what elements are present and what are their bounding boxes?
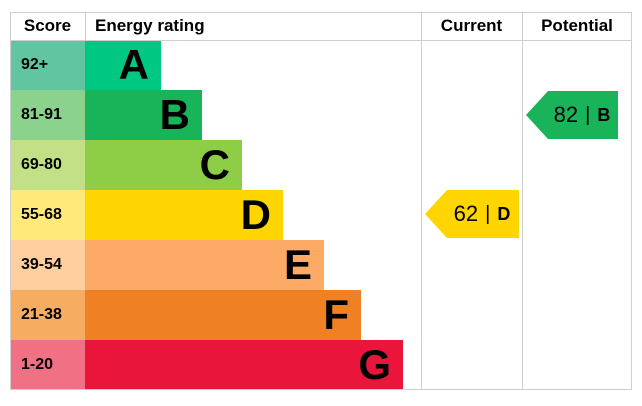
potential-rating-text: 82 | B: [546, 91, 618, 139]
score-range-e: 39-54: [10, 240, 85, 290]
score-range-label: 69-80: [21, 156, 62, 173]
band-row-e: 39-54 E: [10, 240, 324, 290]
band-bar-f: F: [85, 290, 361, 340]
score-range-f: 21-38: [10, 290, 85, 340]
score-range-label: 1-20: [21, 356, 54, 373]
header-score: Score: [23, 16, 72, 35]
band-row-f: 21-38 F: [10, 290, 361, 340]
separator: |: [485, 202, 491, 225]
current-rating-text: 62 | D: [445, 190, 519, 238]
potential-score: 82: [553, 102, 579, 127]
band-bar-d: D: [85, 190, 283, 240]
column-divider-current: [421, 12, 422, 390]
arrow-shape: [425, 190, 519, 238]
header-potential: Potential: [541, 16, 613, 35]
score-range-b: 81-91: [10, 90, 85, 140]
score-range-label: 55-68: [21, 206, 62, 223]
band-letter: F: [323, 291, 349, 338]
band-letter: E: [283, 241, 312, 288]
score-range-label: 21-38: [21, 306, 62, 323]
band-letter: G: [358, 341, 391, 388]
potential-band: B: [597, 104, 611, 125]
header-current: Current: [440, 16, 503, 35]
score-range-label: 81-91: [21, 106, 62, 123]
band-row-a: 92+ A: [10, 40, 161, 90]
band-row-g: 1-20 G: [10, 340, 403, 390]
band-bar-e: E: [85, 240, 324, 290]
potential-rating-arrow: 82 | B: [526, 91, 618, 139]
score-range-g: 1-20: [10, 340, 85, 390]
band-row-c: 69-80 C: [10, 140, 242, 190]
header-underline: [10, 40, 632, 41]
band-row-b: 81-91 B: [10, 90, 202, 140]
current-score: 62: [453, 201, 479, 226]
column-divider-potential: [522, 12, 523, 390]
separator: |: [585, 103, 591, 126]
band-bar-b: B: [85, 90, 202, 140]
band-letter: D: [240, 191, 271, 238]
arrow-shape: [526, 91, 618, 139]
band-bar-g: G: [85, 340, 403, 390]
band-bar-c: C: [85, 140, 242, 190]
current-rating-arrow: 62 | D: [425, 190, 519, 238]
header-energy-rating: Energy rating: [95, 16, 205, 35]
column-divider-score: [85, 12, 86, 40]
band-letter: B: [159, 91, 190, 138]
band-letter: C: [199, 141, 230, 188]
score-range-a: 92+: [10, 40, 85, 90]
band-row-d: 55-68 D: [10, 190, 283, 240]
current-band: D: [497, 203, 511, 224]
band-bar-a: A: [85, 40, 161, 90]
score-range-d: 55-68: [10, 190, 85, 240]
score-range-label: 39-54: [21, 256, 62, 273]
band-letter: A: [118, 41, 149, 88]
score-range-c: 69-80: [10, 140, 85, 190]
score-range-label: 92+: [21, 56, 49, 73]
